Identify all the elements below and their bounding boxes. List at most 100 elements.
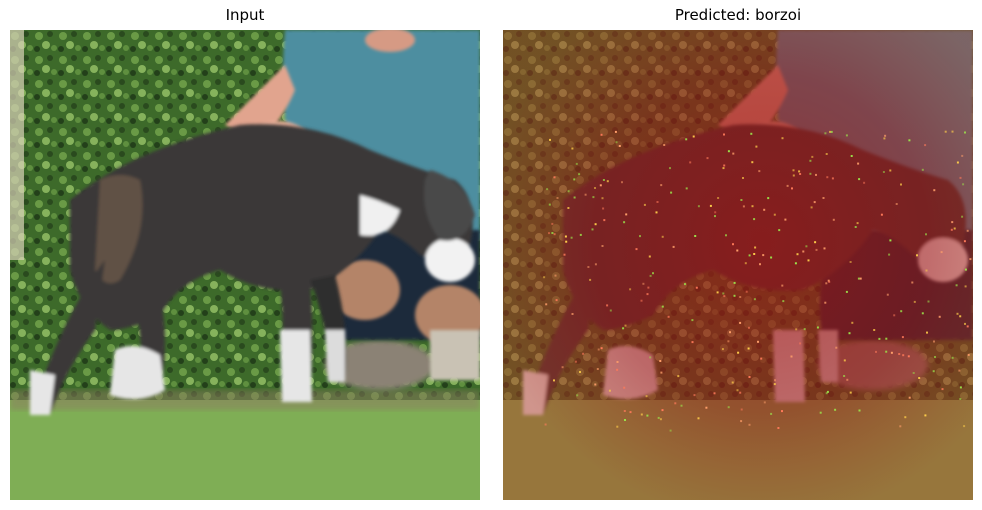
saliency-speckle [739,296,742,298]
saliency-speckle [732,243,734,246]
saliency-speckle [781,137,784,140]
saliency-speckle [643,203,646,206]
saliency-speckle [849,261,852,263]
saliency-speckle [959,386,962,389]
saliency-speckle [814,241,817,244]
saliency-speckle [553,233,556,236]
saliency-speckle [574,360,577,363]
saliency-speckle [706,157,709,160]
saliency-speckle [832,218,835,221]
saliency-speckle [677,375,680,378]
saliency-speckle [826,176,829,179]
saliency-speckle [963,240,966,243]
saliency-speckle [571,147,574,150]
saliency-speckle [933,340,935,343]
saliency-speckle [825,392,828,395]
saliency-speckle [680,404,683,407]
saliency-speckle [736,389,739,392]
saliency-speckle [798,170,801,173]
saliency-speckle [742,205,745,208]
saliency-speckle [755,145,758,148]
saliency-speckle [900,183,902,186]
saliency-speckle [570,236,573,239]
saliency-speckle [748,376,751,378]
saliency-speckle [815,173,817,176]
saliency-speckle [882,171,885,173]
saliency-speckle [601,197,604,200]
saliency-speckle [589,278,592,281]
saliency-speckle [740,408,743,411]
saliency-speckle [811,155,814,158]
saliency-speckle [685,138,688,141]
saliency-speckle [578,173,581,176]
saliency-speckle [889,169,892,172]
saliency-speckle [758,170,761,173]
saliency-speckle [685,187,688,190]
saliency-speckle [748,326,750,329]
saliency-speckle [563,253,566,256]
saliency-speckle [835,346,838,349]
saliency-speckle [770,256,773,259]
saliency-speckle [697,417,700,420]
saliency-speckle [573,196,576,199]
saliency-speckle [913,300,916,303]
saliency-speckle [850,155,853,157]
saliency-speckle [966,325,969,328]
saliency-speckle [912,372,915,374]
saliency-speckle [722,292,725,295]
saliency-speckle [959,398,962,400]
saliency-speckle [815,248,818,251]
saliency-speckle [857,277,860,280]
saliency-speckle [834,408,837,411]
saliency-speckle [921,168,924,171]
saliency-speckle [885,337,888,340]
saliency-speckle [714,211,717,214]
saliency-speckle [899,425,902,428]
saliency-speckle [845,134,848,137]
saliency-speckle [616,425,619,428]
saliency-speckle [621,181,623,184]
saliency-speckle [809,172,812,175]
saliency-speckle [555,299,558,302]
saliency-speckle [661,305,664,308]
saliency-speckle [751,205,754,208]
saliency-speckle [616,361,619,363]
saliency-speckle [846,378,849,381]
saliency-speckle [727,406,730,409]
saliency-speckle [886,293,889,296]
saliency-overlay-image [503,30,973,500]
saliency-speckle [880,213,883,216]
saliency-speckle [618,145,621,147]
saliency-speckle [646,293,649,296]
saliency-speckle [659,418,662,421]
saliency-speckle [551,222,554,225]
saliency-speckle [831,177,834,180]
saliency-speckle [848,332,851,335]
saliency-speckle [549,138,551,141]
saliency-speckle [567,190,570,193]
saliency-speckle [625,213,628,216]
saliency-speckle [824,132,827,135]
saliency-speckle [582,352,585,355]
saliency-speckle [592,196,595,199]
saliency-speckle [659,360,662,362]
saliency-speckle [822,197,825,199]
saliency-speckle [629,411,632,414]
saliency-speckle [829,130,831,133]
input-panel-title: Input [225,6,265,24]
saliency-speckle [773,383,776,386]
saliency-speckle [672,245,675,248]
saliency-speckle [859,277,862,280]
saliency-speckle [713,392,716,395]
saliency-speckle [725,234,727,237]
saliency-speckle [573,178,576,181]
saliency-speckle [856,222,859,225]
saliency-speckle [667,315,670,318]
saliency-speckle [602,179,605,181]
saliency-speckle [932,370,935,373]
saliency-speckle [736,249,739,252]
saliency-speckle [616,368,619,371]
saliency-speckle [778,229,781,232]
saliency-speckle [774,379,776,382]
saliency-speckle [953,227,956,230]
